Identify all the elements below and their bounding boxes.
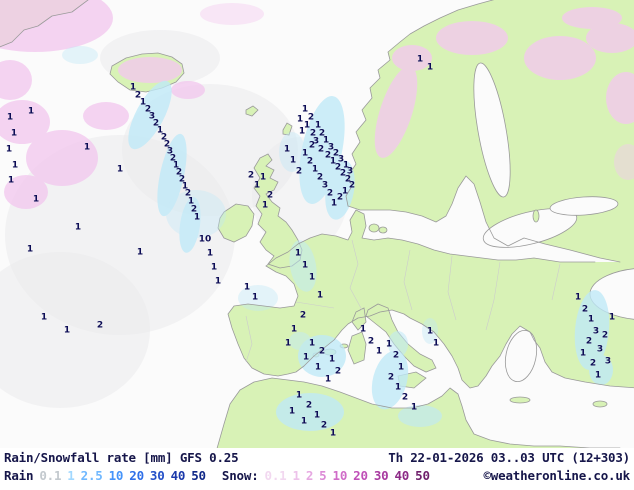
rain-scale-value: 2.5: [80, 468, 103, 483]
country-borders: [245, 239, 561, 363]
snow-scale-value: 20: [353, 468, 368, 483]
rain-areas: [62, 46, 613, 431]
rain-scale-value: 20: [129, 468, 144, 483]
land-zealand: [368, 223, 380, 233]
snow-areas: [0, 0, 634, 209]
land-shetland: [282, 122, 293, 136]
sea-areas: [473, 62, 634, 383]
rain-scale-value: 30: [149, 468, 165, 483]
legend-title-row: Rain/Snowfall rate [mm] GFS 0.25 Th 22-0…: [4, 450, 630, 465]
snow-label: Snow:: [221, 468, 259, 483]
land-cyprus: [592, 400, 608, 408]
land-ireland: [217, 203, 255, 243]
basemap: [0, 0, 634, 448]
sea-gulf-of-bothnia: [473, 62, 511, 198]
land-faroe: [245, 105, 259, 117]
snow-scale-value: 0.1: [264, 468, 287, 483]
legend-bar: Rain/Snowfall rate [mm] GFS 0.25 Th 22-0…: [0, 448, 634, 490]
copyright-text: ©weatheronline.co.uk: [483, 468, 630, 483]
coast-greenland: [0, 0, 89, 48]
land-sardinia: [347, 331, 367, 365]
snow-scale-value: 40: [394, 468, 410, 483]
rain-scale-value: 0.1: [39, 468, 62, 483]
land-corsica: [351, 307, 367, 331]
rain-scale-value: 1: [67, 468, 75, 483]
map-datetime: Th 22-01-2026 03..03 UTC (12+303): [388, 450, 630, 465]
rain-scale: 0.1 1 2.5 10 20 30 40 50: [39, 468, 212, 483]
snow-scale-value: 2: [305, 468, 314, 483]
snow-scale-value: 1: [292, 468, 301, 483]
snow-scale-value: 5: [319, 468, 327, 483]
coast-continent-north: [265, 209, 596, 267]
land-crete: [509, 396, 531, 404]
coastlines: [0, 0, 634, 448]
snow-scale-value: 10: [332, 468, 348, 483]
sea-gulf-of-finland: [549, 196, 619, 216]
legend-scale-row: Rain 0.1 1 2.5 10 20 30 40 50 Snow: 0.1 1 2 5 10 20 3…: [4, 468, 630, 483]
snow-scale-value: 50: [415, 468, 430, 483]
land-gotland: [532, 209, 540, 223]
land-funen: [378, 226, 388, 234]
coast-scandinavia-south: [347, 175, 621, 263]
map-canvas: 1 1 1 1 1 1 1 1 1 1 1 1 1 2 1 1 2 1 2 3 2 1 2 2 3 2 1 2 2 1 2 1 2 1 10 1 1 1 2…: [0, 0, 634, 448]
rain-scale-value: 50: [191, 468, 206, 483]
coast-continent-south: [227, 265, 634, 389]
rain-scale-value: 10: [108, 468, 124, 483]
rain-label: Rain: [4, 468, 34, 483]
coast-norway: [345, 0, 495, 207]
sea-baltic: [482, 208, 578, 248]
snow-scale-value: 30: [373, 468, 389, 483]
snow-scale: 0.1 1 2 5 10 20 30 40 50: [265, 468, 436, 483]
coast-africa: [216, 377, 621, 448]
map-title: Rain/Snowfall rate [mm] GFS 0.25: [4, 450, 239, 465]
rain-scale-value: 40: [170, 468, 186, 483]
sea-aegean: [504, 329, 538, 383]
